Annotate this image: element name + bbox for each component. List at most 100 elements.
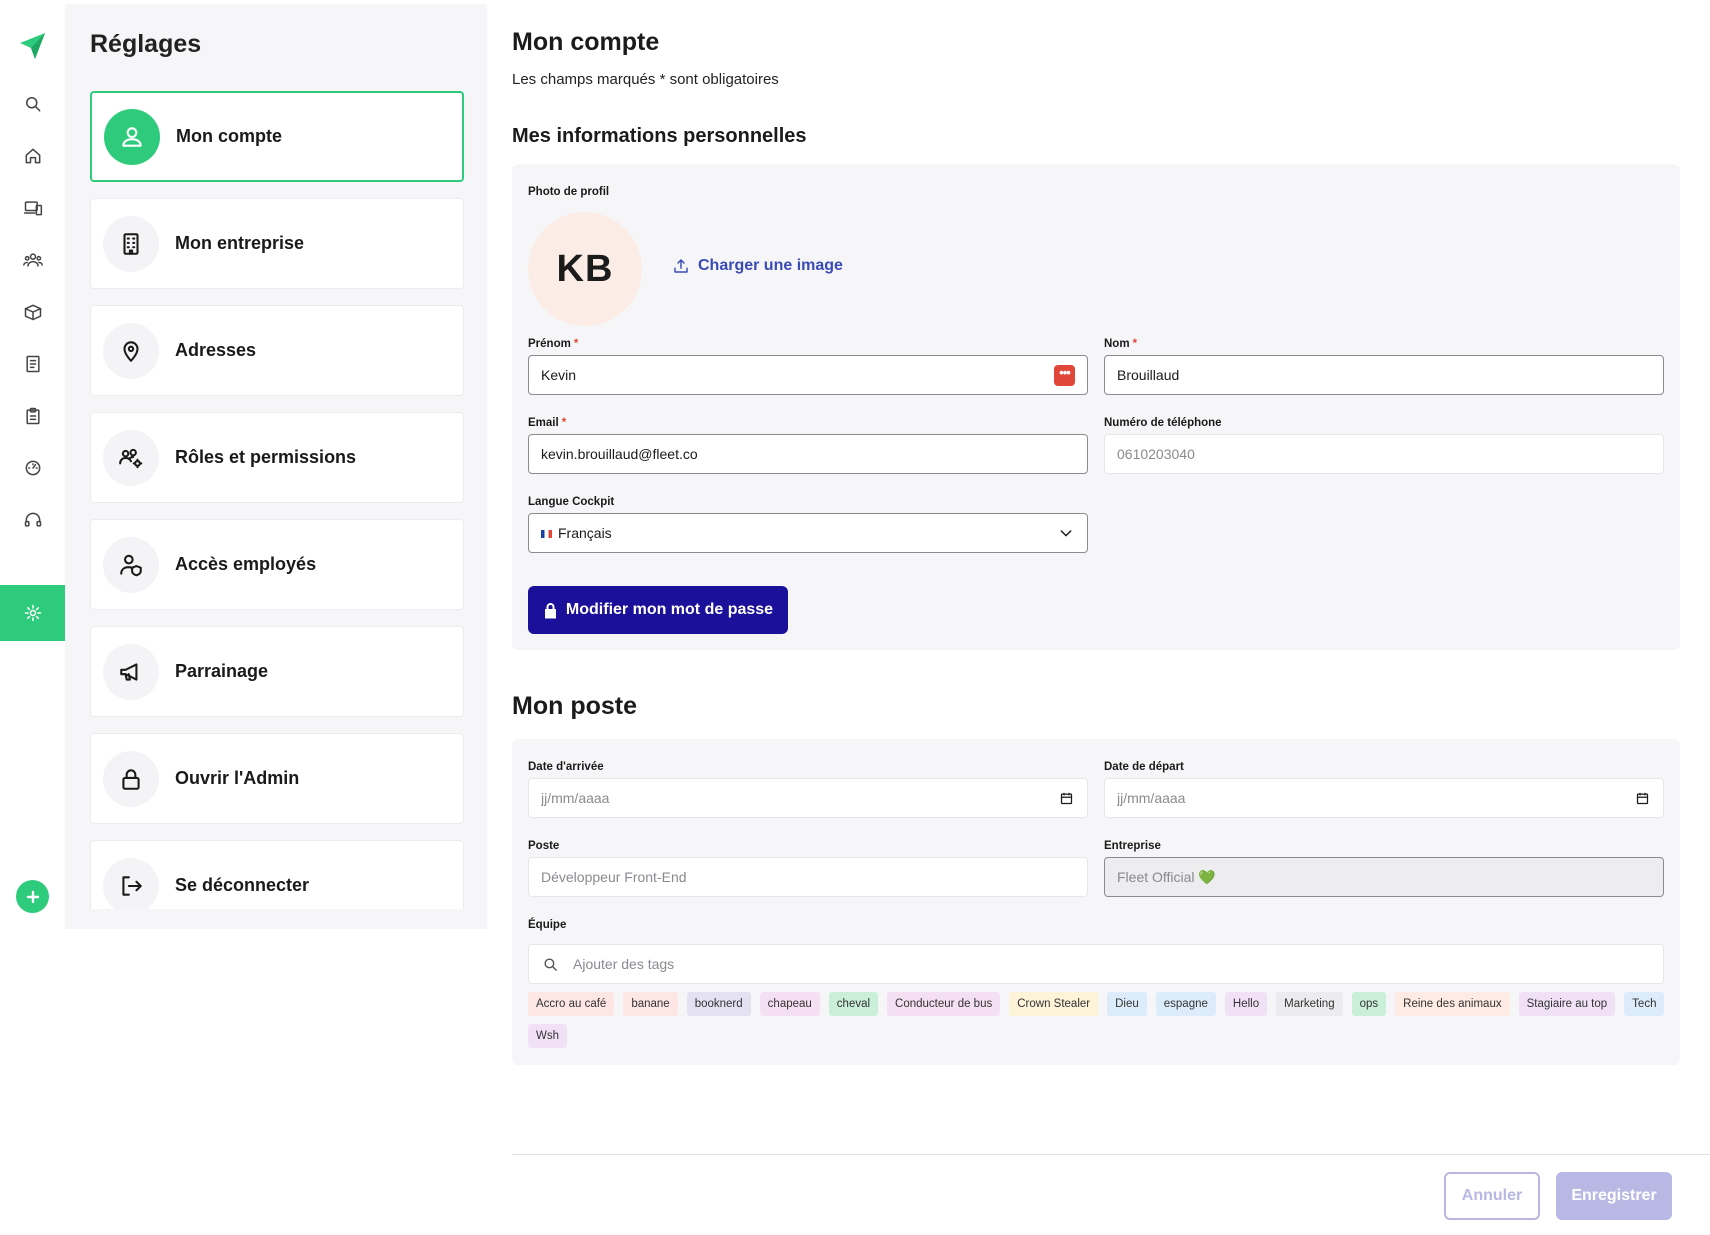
calendar-icon[interactable] bbox=[1057, 789, 1075, 807]
clipboard-icon[interactable] bbox=[0, 388, 65, 444]
team-tag[interactable]: Hello bbox=[1224, 992, 1268, 1016]
photo-label: Photo de profil bbox=[528, 186, 610, 198]
team-tags-placeholder: Ajouter des tags bbox=[573, 956, 675, 972]
menu-item-se-deconnecter[interactable]: Se déconnecter bbox=[90, 840, 464, 909]
user-shield-icon bbox=[103, 536, 159, 593]
team-tag[interactable]: Stagiaire au top bbox=[1518, 992, 1616, 1016]
password-manager-icon[interactable]: ••• bbox=[1054, 364, 1075, 386]
search-icon bbox=[541, 955, 559, 973]
team-tag[interactable]: Reine des animaux bbox=[1395, 992, 1510, 1016]
menu-item-acces-employes[interactable]: Accès employés bbox=[90, 519, 464, 610]
box-icon[interactable] bbox=[0, 284, 65, 340]
dashboard-icon[interactable] bbox=[0, 440, 65, 496]
position-field[interactable]: Développeur Front-End bbox=[528, 857, 1088, 897]
footer-divider bbox=[512, 1154, 1710, 1155]
phone-placeholder: 0610203040 bbox=[1117, 446, 1195, 462]
position-label: Poste bbox=[528, 840, 560, 852]
user-icon bbox=[104, 108, 160, 165]
team-icon[interactable] bbox=[0, 232, 65, 288]
menu-item-ouvrir-admin[interactable]: Ouvrir l'Admin bbox=[90, 733, 464, 824]
icon-rail bbox=[0, 0, 65, 1235]
fleet-logo-icon[interactable] bbox=[16, 30, 48, 62]
phone-field[interactable]: 0610203040 bbox=[1104, 434, 1664, 474]
lock-icon bbox=[544, 602, 556, 618]
team-tag[interactable]: ops bbox=[1351, 992, 1387, 1016]
team-tag[interactable]: Crown Stealer bbox=[1009, 992, 1099, 1016]
menu-item-label: Se déconnecter bbox=[175, 875, 310, 895]
settings-icon[interactable] bbox=[0, 585, 65, 641]
section-title-personal: Mes informations personnelles bbox=[512, 125, 807, 147]
logout-icon bbox=[103, 857, 159, 909]
team-tag[interactable]: Dieu bbox=[1107, 992, 1147, 1016]
upload-image-button[interactable]: Charger une image bbox=[672, 257, 843, 275]
position-placeholder: Développeur Front-End bbox=[541, 869, 687, 885]
departure-date-placeholder: jj/mm/aaaa bbox=[1117, 790, 1186, 806]
team-tag[interactable]: Tech bbox=[1624, 992, 1665, 1016]
devices-icon[interactable] bbox=[0, 180, 65, 236]
upload-label: Charger une image bbox=[698, 257, 843, 274]
change-password-button[interactable]: Modifier mon mot de passe bbox=[528, 586, 788, 634]
team-tag[interactable]: banane bbox=[623, 992, 678, 1016]
firstname-field[interactable]: Kevin ••• bbox=[528, 355, 1088, 395]
team-tag[interactable]: espagne bbox=[1155, 992, 1216, 1016]
team-tags-input[interactable]: Ajouter des tags bbox=[528, 944, 1664, 984]
arrival-date-label: Date d'arrivée bbox=[528, 761, 604, 773]
menu-item-label: Adresses bbox=[175, 340, 257, 360]
add-icon[interactable] bbox=[16, 880, 49, 913]
arrival-date-field[interactable]: jj/mm/aaaa bbox=[528, 778, 1088, 818]
email-field[interactable]: kevin.brouillaud@fleet.co bbox=[528, 434, 1088, 474]
email-label: Email * bbox=[528, 417, 567, 429]
personal-info-panel bbox=[512, 164, 1680, 650]
lastname-value: Brouillaud bbox=[1117, 367, 1180, 383]
chevron-down-icon bbox=[1057, 524, 1075, 542]
menu-item-roles-permissions[interactable]: Rôles et permissions bbox=[90, 412, 464, 503]
phone-label: Numéro de téléphone bbox=[1104, 417, 1222, 429]
home-icon[interactable] bbox=[0, 128, 65, 184]
map-pin-icon bbox=[103, 322, 159, 379]
cancel-button[interactable]: Annuler bbox=[1444, 1172, 1540, 1220]
page-subtitle: Les champs marqués * sont obligatoires bbox=[512, 71, 779, 88]
language-label: Langue Cockpit bbox=[528, 496, 615, 508]
team-tag[interactable]: Marketing bbox=[1276, 992, 1343, 1016]
departure-date-field[interactable]: jj/mm/aaaa bbox=[1104, 778, 1664, 818]
headset-icon[interactable] bbox=[0, 492, 65, 548]
team-tag[interactable]: Wsh bbox=[528, 1024, 567, 1048]
menu-item-label: Parrainage bbox=[175, 661, 269, 681]
book-icon[interactable] bbox=[0, 336, 65, 392]
menu-item-parrainage[interactable]: Parrainage bbox=[90, 626, 464, 717]
team-tag[interactable]: Conducteur de bus bbox=[887, 992, 1001, 1016]
language-value: Français bbox=[558, 525, 612, 541]
company-label: Entreprise bbox=[1104, 840, 1161, 852]
company-field: Fleet Official 💚 bbox=[1104, 857, 1664, 897]
menu-item-mon-compte[interactable]: Mon compte bbox=[90, 91, 464, 182]
team-tag[interactable]: booknerd bbox=[686, 992, 751, 1016]
avatar: KB bbox=[528, 212, 642, 326]
company-value: Fleet Official 💚 bbox=[1117, 868, 1216, 885]
menu-item-adresses[interactable]: Adresses bbox=[90, 305, 464, 396]
team-tag[interactable]: cheval bbox=[828, 992, 879, 1016]
language-select[interactable]: Français bbox=[528, 513, 1088, 553]
change-password-label: Modifier mon mot de passe bbox=[565, 601, 774, 618]
menu-item-label: Rôles et permissions bbox=[175, 447, 357, 467]
team-tag[interactable]: Accro au café bbox=[528, 992, 615, 1016]
upload-icon bbox=[674, 259, 688, 273]
section-title-job: Mon poste bbox=[512, 692, 637, 720]
menu-item-label: Ouvrir l'Admin bbox=[175, 768, 300, 788]
settings-title: Réglages bbox=[90, 30, 202, 58]
menu-item-mon-entreprise[interactable]: Mon entreprise bbox=[90, 198, 464, 289]
lastname-field[interactable]: Brouillaud bbox=[1104, 355, 1664, 395]
france-flag-icon bbox=[541, 530, 552, 539]
save-button[interactable]: Enregistrer bbox=[1556, 1172, 1672, 1220]
search-icon[interactable] bbox=[0, 76, 65, 132]
building-icon bbox=[103, 215, 159, 272]
team-tag[interactable]: chapeau bbox=[759, 992, 820, 1016]
main-content: Mon compte Les champs marqués * sont obl… bbox=[512, 0, 1710, 1235]
departure-date-label: Date de départ bbox=[1104, 761, 1184, 773]
calendar-icon[interactable] bbox=[1633, 789, 1651, 807]
team-label: Équipe bbox=[528, 919, 567, 931]
menu-item-label: Mon compte bbox=[176, 126, 282, 146]
firstname-value: Kevin bbox=[541, 367, 577, 383]
menu-item-label: Accès employés bbox=[175, 554, 317, 574]
settings-panel: Réglages Mon compte Mon entreprise Adres… bbox=[65, 4, 487, 929]
settings-menu: Mon compte Mon entreprise Adresses Rôles… bbox=[90, 91, 464, 909]
